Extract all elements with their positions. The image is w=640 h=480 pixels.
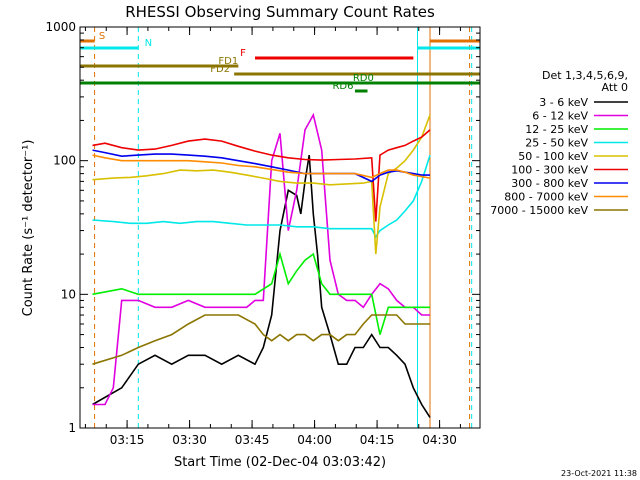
legend-label-3: 25 - 50 keV xyxy=(525,137,588,150)
y-axis-label: Count Rate (s⁻¹ detector⁻¹) xyxy=(21,140,36,317)
x-tick-label-3: 04:00 xyxy=(297,433,332,447)
state-label-rd0: RD0 xyxy=(353,73,374,84)
legend-label-4: 50 - 100 keV xyxy=(518,150,588,163)
legend-header-line-2: Att 0 xyxy=(602,81,628,94)
state-label-s: S xyxy=(99,31,105,42)
plot-frame xyxy=(79,26,481,429)
y-tick-label-2: 100 xyxy=(53,154,76,168)
series-line-4 xyxy=(92,114,431,255)
legend-label-6: 300 - 800 keV xyxy=(511,177,588,190)
state-label-rd6: RD6 xyxy=(332,81,353,92)
x-axis-label: Start Time (02-Dec-04 03:03:42) xyxy=(174,455,386,470)
series-line-2 xyxy=(92,251,430,335)
state-label-n: N xyxy=(145,38,152,49)
y-tick-label-0: 1 xyxy=(68,421,76,435)
footer-date: 23-Oct-2021 11:38 xyxy=(561,469,637,478)
y-tick-label-1: 10 xyxy=(61,287,76,301)
x-tick-label-1: 03:30 xyxy=(172,433,207,447)
state-label-fd2: FD2 xyxy=(210,64,230,75)
legend-label-5: 100 - 300 keV xyxy=(511,164,588,177)
state-label-f: F xyxy=(240,48,246,59)
series-line-7 xyxy=(92,154,431,179)
legend-header-line-1: Det 1,3,4,5,6,9, xyxy=(542,69,628,82)
series-line-8 xyxy=(92,314,430,365)
x-tick-label-4: 04:15 xyxy=(360,433,395,447)
series-line-3 xyxy=(92,154,431,239)
series-line-1 xyxy=(92,112,430,406)
x-tick-label-0: 03:15 xyxy=(110,433,145,447)
legend-label-7: 800 - 7000 keV xyxy=(504,191,588,204)
legend-label-8: 7000 - 15000 keV xyxy=(490,204,588,217)
chart-title: RHESSI Observing Summary Count Rates xyxy=(125,3,435,21)
legend-label-2: 12 - 25 keV xyxy=(525,123,588,136)
y-tick-label-3: 1000 xyxy=(45,20,76,34)
series-line-5 xyxy=(92,129,431,222)
x-tick-label-2: 03:45 xyxy=(235,433,270,447)
series-line-0 xyxy=(92,154,431,418)
state-label-fd1: FD1 xyxy=(218,56,238,67)
legend-label-0: 3 - 6 keV xyxy=(539,96,588,109)
legend-label-1: 6 - 12 keV xyxy=(532,110,588,123)
x-tick-label-5: 04:30 xyxy=(422,433,457,447)
